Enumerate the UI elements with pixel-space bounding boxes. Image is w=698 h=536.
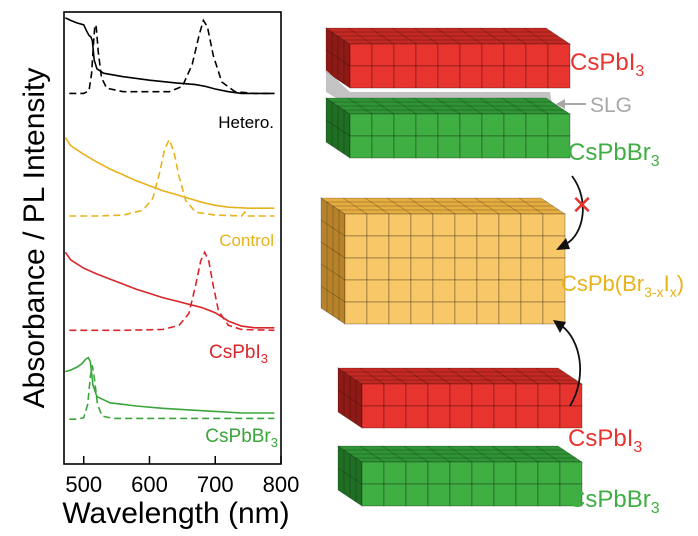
bottom-stack-cspbbr3-label: CsPbBr3 xyxy=(568,486,660,517)
conversion-arrowhead-icon xyxy=(553,320,566,333)
slg-layer xyxy=(326,70,552,104)
bottom-heterostructure-stack xyxy=(336,367,584,507)
bottom-stack-cspbi3-label: CsPbI3 xyxy=(568,425,642,456)
hetero-pl-line xyxy=(69,18,275,95)
spectra-chart: Absorbance / PL Intensity Wavelength (nm… xyxy=(18,11,299,530)
x-tick-label: 800 xyxy=(263,472,300,497)
conversion-arrow xyxy=(561,325,582,407)
x-tick-label: 600 xyxy=(131,472,168,497)
y-axis-label: Absorbance / PL Intensity xyxy=(18,68,51,409)
series-label-cspbi3: CsPbI3 xyxy=(209,342,268,366)
series-label-cspbbr3: CsPbBr3 xyxy=(205,426,278,450)
slg-arrowhead-icon xyxy=(556,99,565,109)
mixed-halide-label: CsPb(Br3-xIx) xyxy=(561,271,684,300)
x-axis-label: Wavelength (nm) xyxy=(62,497,289,530)
top-stack-cspbi3-label: CsPbI3 xyxy=(570,49,644,80)
x-tick-label: 500 xyxy=(65,472,102,497)
series-label-control: Control xyxy=(219,231,274,250)
top-stack-cspbbr3-label: CsPbBr3 xyxy=(568,139,660,170)
mixed-halide-block xyxy=(319,197,567,325)
cspbbr3-absorbance-line xyxy=(65,356,275,414)
blocked-arrow xyxy=(565,175,584,245)
slg-label: SLG xyxy=(590,94,632,117)
mixed-halide-cubes xyxy=(319,197,567,325)
hetero-absorbance-line xyxy=(64,17,275,95)
cspbi3-pl-line xyxy=(69,250,275,332)
series-control xyxy=(64,137,275,217)
top-stack-cspbbr3-layer xyxy=(324,97,572,159)
series-cspbbr3 xyxy=(65,356,275,420)
plot-frame xyxy=(63,11,282,465)
x-tick-label: 700 xyxy=(197,472,234,497)
bottom-stack-cspbbr3-layer xyxy=(336,445,584,507)
x-ticks: 500 600 700 800 xyxy=(65,456,299,497)
blocked-arrowhead-icon xyxy=(556,238,570,250)
series-cspbi3 xyxy=(64,250,275,332)
bottom-stack-cspbi3-layer xyxy=(336,367,584,429)
top-heterostructure-stack xyxy=(324,27,572,159)
heterostructure-diagram: SLG CsPbI3 CsPbBr3 ✕ CsPb(Br3-xIx) CsPbI… xyxy=(319,27,684,517)
series-hetero xyxy=(64,17,275,95)
series-label-hetero: Hetero. xyxy=(218,113,274,132)
control-absorbance-line xyxy=(64,137,275,209)
control-pl-line xyxy=(69,137,275,217)
cspbi3-absorbance-line xyxy=(64,251,275,329)
top-stack-cspbi3-layer xyxy=(324,27,572,89)
blocked-cross-icon: ✕ xyxy=(571,190,593,220)
cspbbr3-pl-line xyxy=(69,365,275,420)
